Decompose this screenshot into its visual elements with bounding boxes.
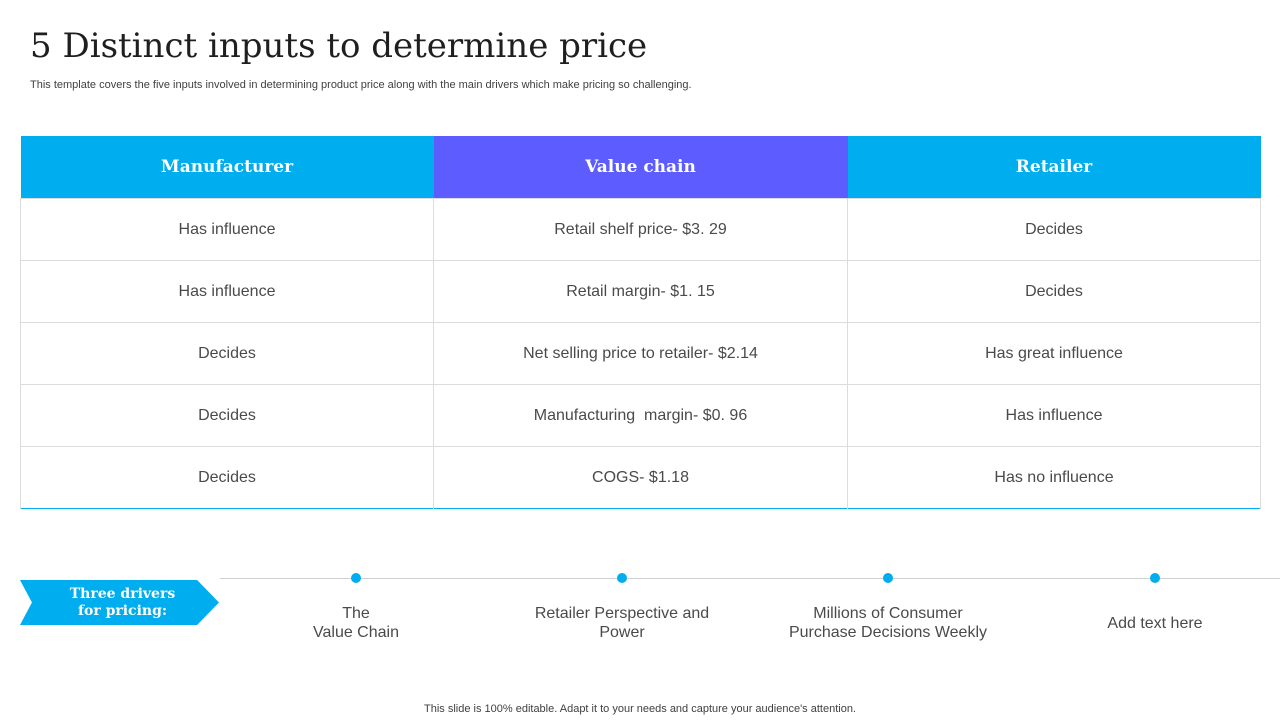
pricing-inputs-table: Manufacturer Value chain Retailer Has in… (20, 136, 1261, 509)
cell-manufacturer: Has influence (20, 260, 434, 323)
drivers-badge-label: Three drivers for pricing: (69, 585, 176, 619)
table-row: Decides COGS- $1.18 Has no influence (20, 446, 1261, 509)
driver-consumer-decisions: Millions of Consumer Purchase Decisions … (788, 605, 987, 641)
slide-footer: This slide is 100% editable. Adapt it to… (424, 703, 856, 715)
cell-manufacturer: Decides (20, 322, 434, 385)
cell-value-chain: Manufacturing margin- $0. 96 (433, 384, 848, 447)
driver-add-text: Add text here (1107, 614, 1203, 632)
cell-retailer: Has great influence (847, 322, 1261, 385)
header-manufacturer: Manufacturer (20, 136, 434, 199)
drivers-badge: Three drivers for pricing: (20, 580, 219, 625)
cell-manufacturer: Decides (20, 384, 434, 447)
driver-retailer-perspective: Retailer Perspective and Power (534, 605, 710, 641)
cell-manufacturer: Has influence (20, 198, 434, 261)
table-row: Decides Net selling price to retailer- $… (20, 322, 1261, 385)
cell-manufacturer: Decides (20, 446, 434, 509)
driver-value-chain: The Value Chain (313, 605, 399, 641)
cell-retailer: Has influence (847, 384, 1261, 447)
timeline-dot (1150, 573, 1160, 583)
drivers-timeline-line (220, 578, 1280, 579)
header-retailer: Retailer (847, 136, 1261, 199)
table-header-row: Manufacturer Value chain Retailer (20, 136, 1261, 199)
cell-value-chain: Retail shelf price- $3. 29 (433, 198, 848, 261)
cell-value-chain: Retail margin- $1. 15 (433, 260, 848, 323)
timeline-dot (351, 573, 361, 583)
slide-title: 5 Distinct inputs to determine price (30, 26, 648, 66)
cell-value-chain: Net selling price to retailer- $2.14 (433, 322, 848, 385)
table-row: Decides Manufacturing margin- $0. 96 Has… (20, 384, 1261, 447)
table-row: Has influence Retail shelf price- $3. 29… (20, 198, 1261, 261)
cell-retailer: Decides (847, 198, 1261, 261)
cell-retailer: Has no influence (847, 446, 1261, 509)
timeline-dot (617, 573, 627, 583)
timeline-dot (883, 573, 893, 583)
cell-value-chain: COGS- $1.18 (433, 446, 848, 509)
slide-subtitle: This template covers the five inputs inv… (30, 79, 692, 91)
table-row: Has influence Retail margin- $1. 15 Deci… (20, 260, 1261, 323)
header-value-chain: Value chain (433, 136, 848, 199)
cell-retailer: Decides (847, 260, 1261, 323)
